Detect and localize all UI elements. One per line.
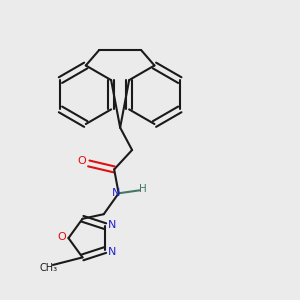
Text: N: N	[108, 247, 116, 256]
Text: N: N	[112, 188, 120, 198]
Text: H: H	[139, 184, 146, 194]
Text: O: O	[78, 156, 87, 166]
Text: CH₃: CH₃	[39, 263, 57, 273]
Text: O: O	[58, 232, 66, 242]
Text: N: N	[108, 220, 116, 230]
